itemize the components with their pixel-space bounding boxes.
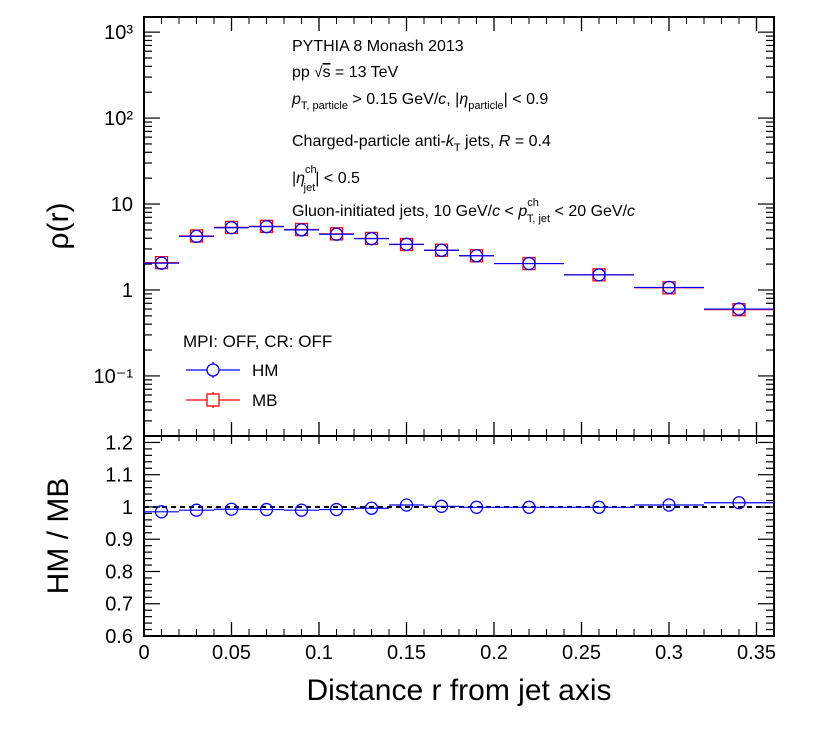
ratio-point xyxy=(522,500,536,514)
bottom-y-axis-title: HM / MB xyxy=(42,478,75,595)
hm-point xyxy=(189,229,204,244)
bottom-y-tick-label: 0.7 xyxy=(105,594,133,616)
hm-point xyxy=(224,221,239,235)
legend-mb-label: MB xyxy=(252,391,278,410)
annotation-particle-cuts: pT, particle > 0.15 GeV/c, |ηparticle| <… xyxy=(291,91,548,112)
annotation-jet-definition: Charged-particle anti-kT jets, R = 0.4 xyxy=(292,133,551,154)
top-y-tick-label: 1 xyxy=(122,280,133,302)
hm-point xyxy=(329,227,344,241)
bottom-panel-ticks: 0.6 0.7 0.8 0.9 1 1.1 1.2 xyxy=(105,432,774,648)
bottom-y-tick-label: 1.2 xyxy=(105,432,133,454)
legend-hm-marker xyxy=(206,363,220,377)
hm-point xyxy=(154,256,169,270)
ratio-point xyxy=(329,502,344,517)
top-y-tick-label: 10⁻¹ xyxy=(94,366,134,388)
top-panel-series xyxy=(144,219,774,317)
bottom-y-tick-label: 0.6 xyxy=(105,626,133,648)
ratio-point xyxy=(469,500,484,514)
ratio-point xyxy=(364,501,379,515)
hm-point xyxy=(364,232,379,246)
x-tick-label: 0 xyxy=(138,642,149,664)
hm-point xyxy=(399,237,414,251)
x-tick-label: 0.05 xyxy=(212,642,251,664)
x-axis-title: Distance r from jet axis xyxy=(306,674,611,707)
top-y-axis-title: ρ(r) xyxy=(42,202,75,249)
hm-point xyxy=(294,223,309,237)
ratio-point xyxy=(259,502,274,517)
top-y-tick-label: 10 xyxy=(111,194,133,216)
annotation-gluon-jets: Gluon-initiated jets, 10 GeV/c < pch T, j… xyxy=(292,197,635,225)
ratio-point xyxy=(399,498,414,512)
bottom-panel-frame xyxy=(143,435,775,637)
x-tick-label: 0.3 xyxy=(655,642,683,664)
hm-point xyxy=(434,243,449,257)
ratio-point xyxy=(189,503,204,517)
annotation-block: PYTHIA 8 Monash 2013 pp √s = 13 TeV pT, … xyxy=(291,38,635,225)
legend-header: MPI: OFF, CR: OFF xyxy=(183,332,332,351)
annotation-jet-eta: |ηch jet| < 0.5 xyxy=(292,164,360,194)
x-tick-label: 0.35 xyxy=(737,642,776,664)
ratio-point xyxy=(154,505,169,519)
hm-point xyxy=(522,256,536,271)
legend-hm-label: HM xyxy=(252,361,278,380)
x-tick-label: 0.25 xyxy=(562,642,601,664)
legend: MPI: OFF, CR: OFF HM MB xyxy=(183,332,332,410)
hm-point xyxy=(592,268,606,282)
ratio-panel-series xyxy=(144,496,774,519)
ratio-point xyxy=(224,502,239,516)
top-y-tick-label: 10³ xyxy=(104,22,133,44)
x-tick-label: 0.2 xyxy=(480,642,508,664)
top-panel-ticks: 10⁻¹ 1 10 10² 10³ xyxy=(94,22,774,437)
hm-point xyxy=(259,220,274,234)
top-panel-frame xyxy=(143,16,775,437)
bottom-y-tick-label: 1.1 xyxy=(105,465,133,487)
annotation-generator: PYTHIA 8 Monash 2013 xyxy=(292,38,464,55)
ratio-point xyxy=(434,499,449,513)
x-axis-ticks: 0 0.05 0.1 0.15 0.2 0.25 0.3 0.35 xyxy=(138,17,776,664)
ratio-point xyxy=(592,500,606,514)
bottom-y-tick-label: 0.9 xyxy=(105,529,133,551)
ratio-point xyxy=(662,498,676,512)
ratio-point xyxy=(294,503,309,517)
ratio-point xyxy=(732,496,746,510)
hm-point xyxy=(662,280,676,295)
bottom-y-tick-label: 0.8 xyxy=(105,561,133,583)
hm-point xyxy=(469,249,484,263)
legend-mb-marker xyxy=(206,393,220,407)
x-tick-label: 0.15 xyxy=(387,642,426,664)
x-tick-label: 0.1 xyxy=(305,642,333,664)
annotation-collision: pp √s = 13 TeV xyxy=(292,64,399,81)
top-y-tick-label: 10² xyxy=(104,108,133,130)
bottom-y-tick-label: 1 xyxy=(122,497,133,519)
hm-point xyxy=(732,302,746,316)
